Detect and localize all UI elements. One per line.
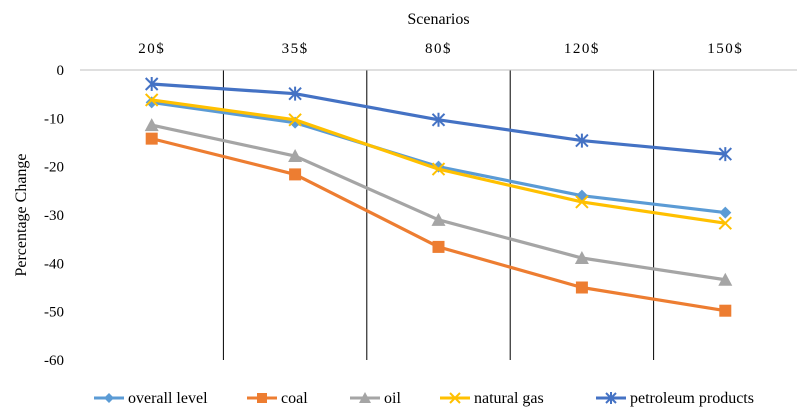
- legend-item-oil: oil: [350, 390, 401, 407]
- data-point-oil: [144, 118, 159, 132]
- legend-label: overall level: [128, 390, 208, 407]
- data-point-natural-gas: [144, 93, 159, 107]
- legend-label: coal: [281, 390, 308, 407]
- legend-label: natural gas: [474, 390, 544, 407]
- data-point-oil: [718, 272, 733, 286]
- data-point-coal: [719, 304, 732, 317]
- vertical-separators: [222, 70, 655, 360]
- data-point-petroleum-products: [288, 86, 302, 101]
- series-coal: [145, 132, 732, 317]
- x-tick-label: 20$: [138, 41, 165, 57]
- y-tick-label: -20: [44, 160, 64, 176]
- data-point-natural-gas: [431, 162, 446, 176]
- data-point-coal: [432, 240, 445, 253]
- y-tick-label: -10: [44, 111, 64, 127]
- data-point-petroleum-products: [718, 147, 733, 162]
- x-tick-label: 150$: [707, 41, 743, 57]
- series-oil: [144, 118, 733, 286]
- legend-marker: [605, 392, 617, 404]
- x-axis-title: Scenarios: [407, 11, 469, 28]
- data-point-coal: [145, 132, 158, 145]
- legend: overall level coal oil natural gas petroleum…: [94, 390, 754, 407]
- x-tick-labels: 20$ 35$ 80$ 120$ 150$: [138, 41, 743, 57]
- y-tick-labels: 0 -10 -20 -30 -40 -50 -60: [44, 63, 64, 369]
- legend-label: oil: [384, 390, 401, 407]
- y-tick-label: -50: [44, 305, 64, 321]
- data-point-petroleum-products: [575, 133, 589, 148]
- data-point-overall-level: [719, 206, 732, 219]
- data-point-oil: [574, 251, 589, 265]
- data-point-natural-gas: [718, 216, 733, 230]
- y-tick-label: -60: [44, 353, 64, 369]
- legend-item-petroleum-products: petroleum products: [596, 390, 754, 407]
- data-point-oil: [288, 149, 303, 163]
- y-tick-label: -30: [44, 208, 64, 224]
- series-petroleum-products: [144, 77, 733, 162]
- data-point-coal: [575, 281, 588, 294]
- data-point-coal: [289, 168, 302, 181]
- data-point-oil: [431, 212, 446, 226]
- legend-item-coal: coal: [247, 390, 308, 407]
- data-point-natural-gas: [575, 195, 589, 209]
- legend-item-overall-level: overall level: [94, 390, 208, 407]
- x-tick-label: 35$: [282, 41, 309, 57]
- legend-item-natural-gas: natural gas: [440, 390, 544, 407]
- series-natural-gas: [144, 93, 733, 230]
- legend-marker: [257, 393, 267, 403]
- x-tick-label: 120$: [564, 41, 600, 57]
- legend-marker: [359, 392, 371, 403]
- data-point-petroleum-products: [144, 77, 159, 92]
- legend-marker: [104, 393, 114, 403]
- x-tick-label: 80$: [425, 41, 452, 57]
- series-layer: [144, 77, 733, 317]
- data-point-natural-gas: [288, 113, 302, 127]
- legend-marker: [449, 392, 461, 404]
- legend-label: petroleum products: [630, 390, 754, 407]
- y-tick-label: 0: [57, 63, 65, 79]
- y-tick-label: -40: [44, 256, 64, 272]
- data-point-petroleum-products: [431, 112, 446, 127]
- data-point-overall-level: [145, 96, 158, 109]
- y-axis-title: Percentage Change: [13, 153, 30, 276]
